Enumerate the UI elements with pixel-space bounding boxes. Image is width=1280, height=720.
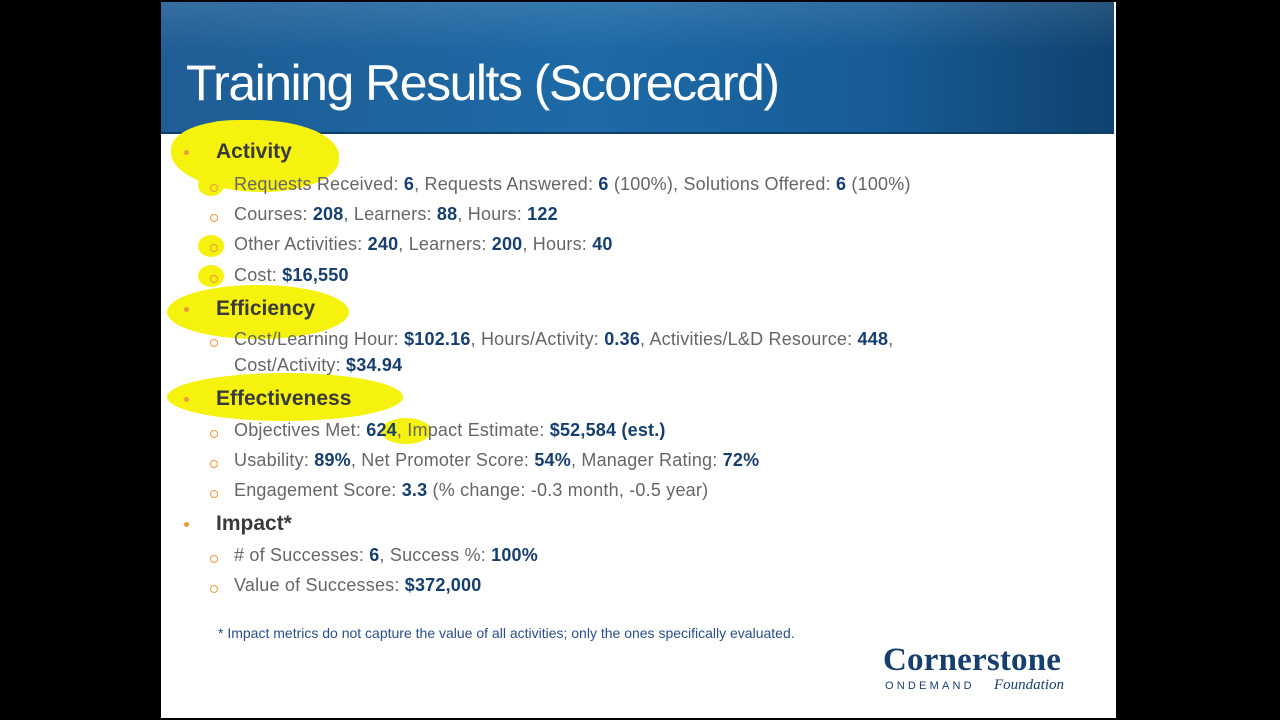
- section-heading-efficiency: Efficiency: [216, 297, 316, 320]
- bullet: [184, 307, 189, 312]
- list-item: Value of Successes: $372,000: [234, 575, 482, 595]
- bullet: [184, 150, 189, 155]
- list-item: Engagement Score: 3.3 (% change: -0.3 mo…: [234, 480, 709, 500]
- section-heading-activity: Activity: [216, 140, 292, 163]
- logo-foundation: Foundation: [994, 677, 1064, 693]
- list-item: Objectives Met: 624, Impact Estimate: $5…: [234, 420, 666, 440]
- slide: Training Results (Scorecard) Activity Re…: [161, 2, 1116, 718]
- logo-name: Cornerstone: [883, 642, 1062, 678]
- sub-bullet: [210, 244, 218, 252]
- highlight-efficiency: [167, 285, 349, 339]
- slide-title: Training Results (Scorecard): [186, 55, 780, 111]
- list-item: Other Activities: 240, Learners: 200, Ho…: [234, 234, 613, 254]
- list-item: Cost/Learning Hour: $102.16, Hours/Activ…: [234, 329, 894, 349]
- title-bar: Training Results (Scorecard): [161, 2, 1114, 134]
- sub-bullet: [210, 555, 218, 563]
- sub-bullet: [210, 275, 218, 283]
- list-item-continuation: Cost/Activity: $34.94: [234, 355, 403, 375]
- sub-bullet: [210, 430, 218, 438]
- list-item: Usability: 89%, Net Promoter Score: 54%,…: [234, 450, 760, 470]
- list-item: Cost: $16,550: [234, 265, 349, 285]
- highlight-objectives-value: [381, 418, 431, 444]
- sub-bullet: [210, 585, 218, 593]
- list-item: # of Successes: 6, Success %: 100%: [234, 545, 538, 565]
- list-item: Requests Received: 6, Requests Answered:…: [234, 174, 911, 194]
- logo-ondemand: ONDEMAND: [885, 680, 975, 692]
- sub-bullet: [210, 214, 218, 222]
- sub-bullet: [210, 339, 218, 347]
- sub-bullet: [210, 460, 218, 468]
- sub-bullet: [210, 490, 218, 498]
- section-heading-impact: Impact*: [216, 512, 292, 535]
- section-heading-effectiveness: Effectiveness: [216, 387, 352, 410]
- highlight-effectiveness: [167, 373, 403, 421]
- bullet: [184, 522, 189, 527]
- sub-bullet: [210, 184, 218, 192]
- list-item: Courses: 208, Learners: 88, Hours: 122: [234, 204, 558, 224]
- bullet: [184, 397, 189, 402]
- scorecard-content: Activity Requests Received: 6, Requests …: [161, 2, 1116, 718]
- footnote: * Impact metrics do not capture the valu…: [218, 625, 795, 641]
- cornerstone-logo: Cornerstone ONDEMAND Foundation: [883, 642, 1064, 696]
